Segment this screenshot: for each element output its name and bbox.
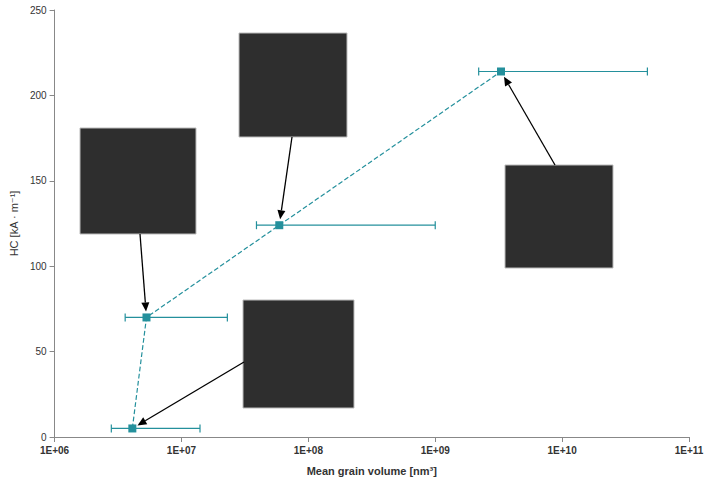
svg-text:1E+08: 1E+08: [294, 445, 324, 456]
svg-text:0: 0: [41, 432, 47, 443]
svg-text:1E+06: 1E+06: [40, 445, 70, 456]
svg-text:HC [kA · m⁻¹]: HC [kA · m⁻¹]: [8, 191, 20, 257]
svg-text:1E+09: 1E+09: [421, 445, 451, 456]
svg-text:50: 50: [35, 346, 47, 357]
svg-text:150: 150: [30, 175, 47, 186]
svg-text:100: 100: [30, 261, 47, 272]
svg-text:1E+07: 1E+07: [167, 445, 197, 456]
svg-text:250: 250: [30, 5, 47, 16]
svg-text:1E+10: 1E+10: [548, 445, 578, 456]
svg-text:1E+11: 1E+11: [675, 445, 704, 456]
svg-text:Mean grain volume [nm³]: Mean grain volume [nm³]: [307, 465, 438, 477]
svg-text:200: 200: [30, 90, 47, 101]
